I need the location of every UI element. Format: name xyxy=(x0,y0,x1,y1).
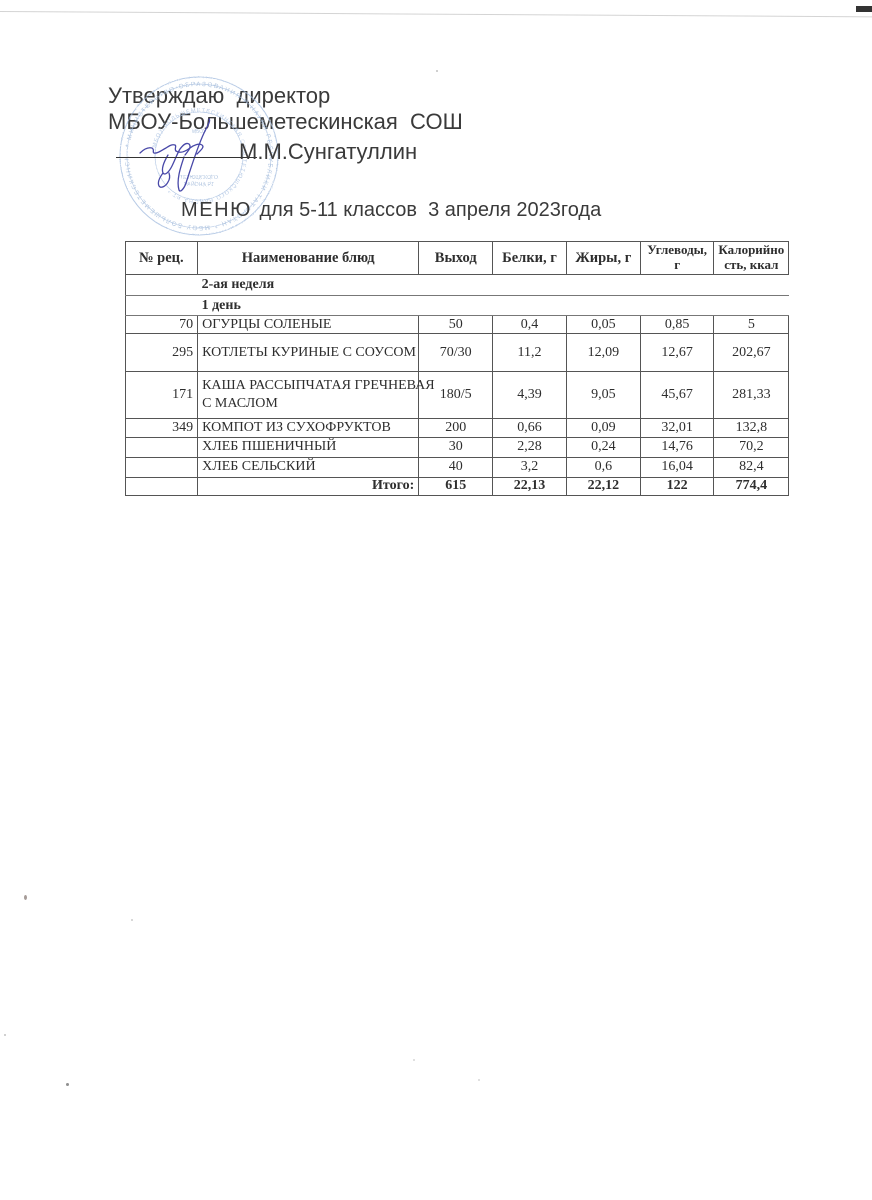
svg-text:ТЕТЮШСКОГО: ТЕТЮШСКОГО xyxy=(180,175,218,181)
svg-text:МБОУ: МБОУ xyxy=(192,129,207,135)
svg-text:РАЙОНА РТ: РАЙОНА РТ xyxy=(184,180,215,188)
